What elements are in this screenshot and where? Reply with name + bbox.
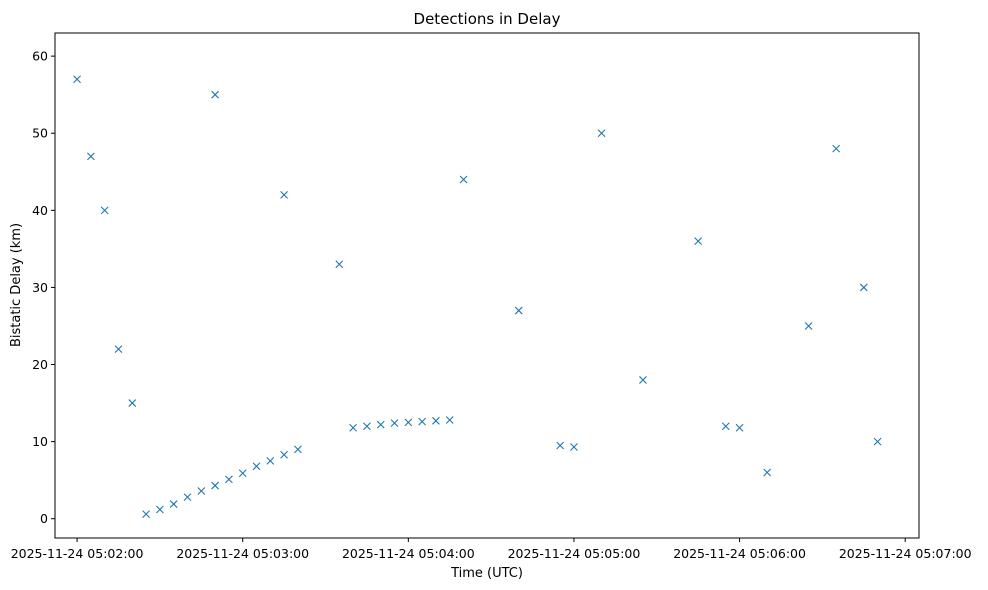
- data-point: [832, 144, 841, 153]
- y-axis-label: Bistatic Delay (km): [9, 223, 24, 347]
- data-point: [100, 206, 109, 215]
- data-point: [404, 418, 413, 427]
- x-tick-label: 2025-11-24 05:02:00: [11, 546, 144, 561]
- x-tick-label: 2025-11-24 05:06:00: [673, 546, 806, 561]
- data-point: [156, 505, 164, 514]
- data-point: [445, 416, 454, 424]
- data-points: [73, 75, 882, 518]
- chart-title: Detections in Delay: [414, 10, 561, 28]
- data-point: [694, 237, 703, 246]
- data-point: [169, 500, 178, 508]
- data-point: [280, 450, 289, 459]
- data-point: [225, 475, 233, 484]
- x-axis-label: Time (UTC): [450, 566, 523, 581]
- data-point: [570, 443, 578, 451]
- data-point: [114, 345, 123, 353]
- data-point: [639, 376, 647, 384]
- x-tick-label: 2025-11-24 05:04:00: [342, 546, 475, 561]
- x-axis-ticks: 2025-11-24 05:02:00 2025-11-24 05:03:00 20…: [11, 538, 972, 561]
- data-point: [128, 399, 137, 407]
- data-point: [363, 422, 371, 431]
- data-point: [183, 493, 192, 502]
- data-point: [873, 437, 882, 446]
- data-point: [459, 175, 468, 184]
- data-point: [211, 481, 219, 490]
- x-tick-label: 2025-11-24 05:03:00: [176, 546, 309, 561]
- data-point: [349, 423, 358, 432]
- data-point: [211, 90, 219, 99]
- data-point: [418, 417, 427, 426]
- data-point: [390, 419, 399, 428]
- data-point: [735, 423, 744, 432]
- data-point: [86, 152, 95, 161]
- data-point: [376, 420, 385, 429]
- data-point: [763, 468, 772, 477]
- data-point: [142, 510, 150, 518]
- data-point: [266, 457, 275, 465]
- data-point: [721, 422, 730, 431]
- data-point: [238, 469, 247, 478]
- data-point: [859, 283, 868, 292]
- y-tick-label: 0: [40, 511, 48, 526]
- data-point: [335, 260, 344, 269]
- y-axis-ticks: 0 10 20 30 40 50 60: [32, 49, 55, 526]
- data-point: [252, 462, 261, 471]
- x-tick-label: 2025-11-24 05:05:00: [508, 546, 641, 561]
- plot-frame: [54, 32, 920, 539]
- data-point: [514, 306, 523, 315]
- plot-area: [55, 33, 919, 538]
- y-tick-label: 50: [32, 126, 48, 141]
- data-point: [597, 129, 606, 138]
- data-point: [197, 487, 206, 495]
- y-tick-label: 60: [32, 49, 48, 64]
- data-point: [804, 322, 813, 330]
- y-tick-label: 40: [32, 203, 48, 218]
- data-point: [432, 416, 440, 425]
- data-point: [556, 441, 565, 450]
- data-point: [280, 191, 289, 199]
- data-point: [294, 445, 302, 454]
- y-tick-label: 10: [32, 434, 48, 449]
- data-point: [73, 75, 81, 84]
- y-tick-label: 20: [32, 357, 48, 372]
- x-tick-label: 2025-11-24 05:07:00: [839, 546, 972, 561]
- y-tick-label: 30: [32, 280, 48, 295]
